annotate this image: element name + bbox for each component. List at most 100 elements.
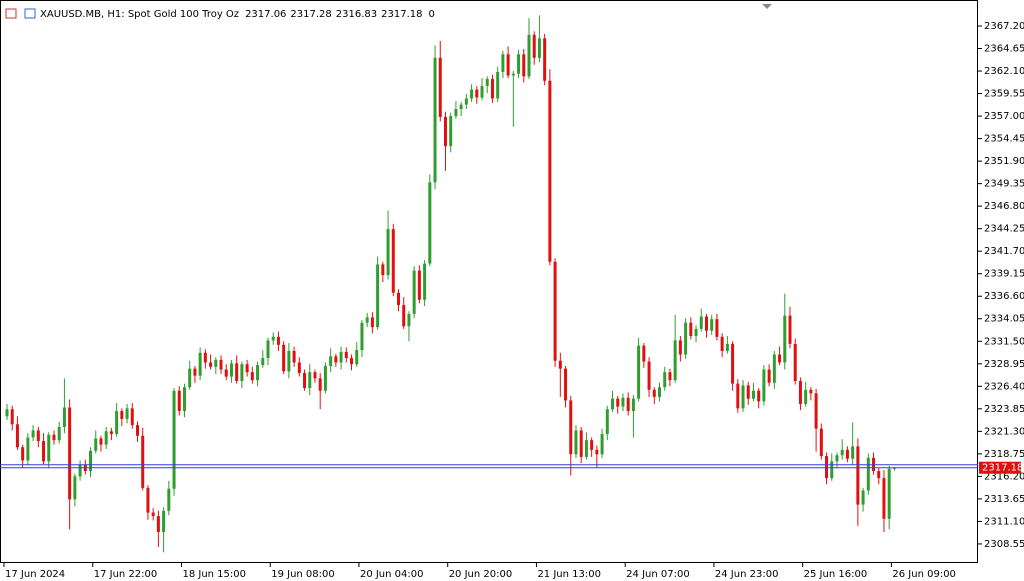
candle-body	[292, 350, 296, 363]
candle-body	[517, 54, 521, 74]
candle-body	[459, 104, 463, 110]
candle-body	[825, 456, 829, 479]
header-price: 2317.28	[290, 9, 331, 20]
candle-body	[537, 38, 541, 58]
candle-body	[590, 440, 594, 450]
header-price: 2316.83	[336, 9, 377, 20]
candle-body	[109, 431, 113, 434]
candle-body	[68, 407, 72, 500]
candle-body	[637, 345, 641, 399]
candle-body	[767, 369, 771, 383]
candle-body	[788, 315, 792, 344]
x-tick-label: 19 Jun 08:00	[271, 569, 335, 580]
candle-body	[125, 408, 129, 419]
x-tick-label: 17 Jun 2024	[5, 569, 65, 580]
candle-body	[527, 34, 531, 77]
x-tick-label: 20 Jun 04:00	[360, 569, 424, 580]
candle-body	[188, 368, 192, 388]
candle-body	[746, 385, 750, 399]
y-tick-label: 2318.75	[984, 449, 1024, 460]
header-number: 0	[429, 9, 435, 20]
candle-body	[193, 368, 197, 376]
y-tick-label: 2326.40	[984, 381, 1024, 392]
candle-body	[198, 352, 202, 376]
price-tag	[979, 461, 1021, 474]
candle-body	[819, 428, 823, 457]
candle-body	[182, 387, 186, 412]
candle-body	[397, 292, 400, 306]
candle-body	[360, 322, 364, 351]
icon	[5, 8, 17, 19]
candle-body	[856, 446, 860, 505]
icon	[24, 8, 36, 19]
x-tick-label: 24 Jun 07:00	[626, 569, 690, 580]
candle-body	[725, 343, 729, 351]
candle-body	[678, 340, 682, 355]
candle-body	[574, 430, 578, 455]
candle-body	[47, 434, 51, 462]
candle-body	[532, 34, 536, 58]
candle-body	[731, 343, 735, 384]
candle-body	[522, 54, 526, 77]
candle-body	[250, 372, 254, 381]
candle-body	[798, 381, 802, 404]
candle-body	[433, 57, 437, 183]
candle-body	[120, 411, 124, 419]
candle-body	[10, 409, 14, 425]
candle-body	[699, 316, 703, 329]
candle-body	[626, 397, 630, 412]
candle-body	[454, 109, 458, 117]
candle-body	[146, 487, 150, 513]
candle-body	[835, 455, 839, 462]
candle-body	[851, 446, 855, 459]
x-tick-label: 17 Jun 22:00	[94, 569, 158, 580]
candle-body	[350, 358, 354, 365]
candle-body	[861, 490, 865, 505]
candle-body	[616, 398, 620, 407]
candle-body	[224, 369, 228, 377]
candle-body	[543, 38, 547, 81]
candle-body	[130, 408, 134, 426]
price-tag-label: 2317.18	[982, 463, 1023, 474]
y-tick-label: 2311.10	[984, 516, 1024, 527]
candle-body	[214, 359, 218, 367]
candle-body	[89, 450, 93, 472]
candle-body	[605, 409, 609, 434]
candle-body	[402, 305, 406, 327]
y-tick-label: 2316.20	[984, 471, 1024, 482]
candle-body	[621, 397, 625, 407]
candle-body	[229, 363, 233, 377]
candle-body	[449, 116, 453, 147]
candle-body	[694, 328, 698, 336]
candle-body	[464, 98, 468, 105]
candle-body	[235, 363, 239, 382]
candle-body	[407, 313, 411, 327]
candle-body	[684, 322, 688, 355]
candle-body	[78, 464, 82, 477]
header-price: 2317.06	[245, 9, 286, 20]
y-tick-label: 2351.90	[984, 156, 1024, 167]
candle-body	[21, 447, 25, 461]
candle-body	[877, 471, 881, 479]
candle-body	[167, 488, 171, 511]
candle-body	[334, 356, 338, 363]
candle-body	[26, 437, 30, 461]
candle-body	[423, 263, 427, 300]
y-tick-label: 2334.05	[984, 314, 1024, 325]
candle-body	[151, 512, 155, 517]
candle-body	[553, 261, 557, 361]
candle-body	[882, 478, 886, 519]
y-tick-label: 2339.15	[984, 269, 1024, 280]
y-tick-label: 2359.55	[984, 89, 1024, 100]
plot-frame	[0, 0, 978, 563]
y-tick-label: 2323.85	[984, 404, 1024, 415]
candle-body	[470, 89, 474, 99]
candle-body	[31, 430, 35, 438]
candle-body	[323, 365, 327, 391]
candle-body	[303, 373, 307, 389]
candle-body	[417, 270, 421, 300]
candle-body	[887, 468, 891, 519]
y-tick-label: 2362.10	[984, 66, 1024, 77]
